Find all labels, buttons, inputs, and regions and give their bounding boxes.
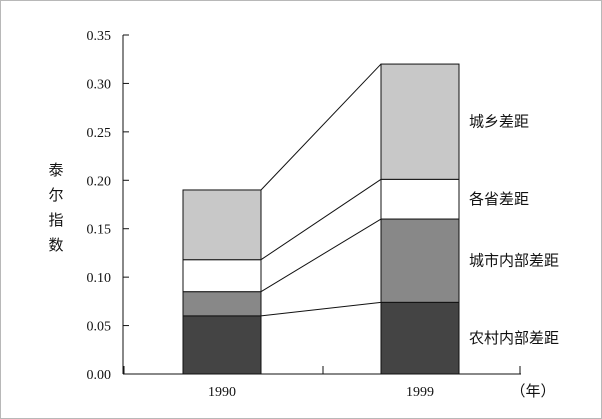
y-tick-label: 0.10 [87,271,112,286]
y-tick-label: 0.00 [87,368,112,383]
y-tick-label: 0.35 [87,29,112,44]
y-axis-label-char: 尔 [48,186,63,204]
y-tick-label: 0.15 [87,223,112,238]
series-label-2: 城市内部差距 [469,252,559,270]
connector-line-2 [260,218,382,293]
series-label-1: 农村内部差距 [469,329,559,347]
connector-line-4 [260,63,382,191]
y-tick-label: 0.30 [87,77,112,92]
series-label-3: 各省差距 [469,190,529,208]
y-tick-label: 0.25 [87,126,112,141]
bar-segment-1990-4 [182,189,262,261]
bar-segment-1999-1 [380,301,460,375]
x-tick-label-1999: 1999 [406,385,434,400]
x-unit-label: （年） [510,382,555,400]
bars [182,63,460,375]
bar-segment-1999-2 [380,218,460,303]
y-axis-label: 泰尔指数 [48,161,63,254]
connector-line-3 [260,178,382,261]
bar-segment-1990-2 [182,291,262,317]
y-axis-label-char: 指 [48,211,63,229]
y-axis-label-char: 数 [48,236,63,254]
x-tick-label-1990: 1990 [208,385,236,400]
y-axis-label-text: 泰尔指数 [48,161,63,254]
bar-segment-1990-1 [182,315,262,375]
y-axis-label-char: 泰 [48,161,63,179]
connector-lines [260,63,382,317]
series-label-4: 城乡差距 [469,113,529,131]
bar-segment-1990-3 [182,259,262,293]
bar-segment-1999-4 [380,63,460,180]
bar-segment-1999-3 [380,178,460,220]
connector-line-1 [260,301,382,317]
y-tick-label: 0.20 [87,174,112,189]
axes: 0.00 0.05 0.10 0.15 0.20 0.25 0.30 0.35 1990 1999… [48,29,555,400]
y-tick-label: 0.05 [87,320,112,335]
